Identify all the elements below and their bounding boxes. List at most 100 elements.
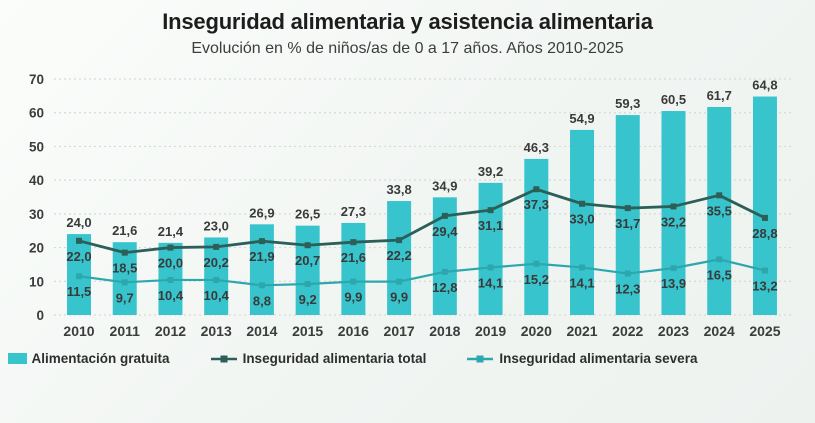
y-tick-label: 50 — [29, 139, 44, 154]
line-marker — [487, 207, 494, 214]
legend-line-marker-icon — [210, 355, 237, 362]
line-marker — [533, 260, 540, 267]
x-tick-label: 2012 — [155, 323, 186, 339]
bar — [661, 111, 686, 316]
legend-label: Inseguridad alimentaria severa — [499, 351, 698, 366]
line-marker — [761, 267, 768, 274]
y-tick-label: 10 — [29, 274, 44, 289]
bar-value-label: 60,5 — [661, 92, 686, 107]
line-marker — [624, 270, 631, 277]
x-tick-label: 2019 — [475, 323, 506, 339]
line-value-label: 9,9 — [344, 290, 362, 305]
bar-value-label: 27,3 — [341, 204, 366, 219]
line-value-label: 9,9 — [390, 290, 408, 305]
line-value-label: 12,3 — [615, 282, 640, 297]
line-value-label: 9,2 — [299, 292, 317, 307]
bar — [478, 182, 503, 315]
legend-label: Inseguridad alimentaria total — [242, 351, 427, 366]
x-tick-label: 2016 — [338, 323, 369, 339]
x-tick-label: 2025 — [749, 323, 780, 339]
x-tick-label: 2021 — [566, 323, 597, 339]
line-value-label: 33,0 — [569, 212, 594, 227]
x-tick-label: 2010 — [63, 323, 94, 339]
line-value-label: 18,5 — [112, 261, 137, 276]
legend-line-marker-icon — [467, 355, 494, 362]
x-tick-label: 2015 — [292, 323, 323, 339]
line-marker — [121, 279, 128, 286]
x-tick-label: 2017 — [384, 323, 415, 339]
line-value-label: 13,9 — [661, 276, 686, 291]
bar — [295, 225, 320, 315]
line-value-label: 10,4 — [204, 288, 230, 303]
bar-value-label: 59,3 — [615, 96, 640, 111]
x-tick-label: 2020 — [521, 323, 552, 339]
line-value-label: 9,7 — [116, 290, 134, 305]
bar — [341, 222, 366, 315]
x-tick-label: 2011 — [110, 323, 141, 339]
line-marker — [76, 273, 82, 280]
line-value-label: 37,3 — [524, 197, 549, 212]
legend-item-inseguridad-alimentaria-severa: Inseguridad alimentaria severa — [466, 351, 697, 366]
bar-value-label: 21,6 — [112, 223, 137, 238]
line-marker — [350, 278, 357, 285]
line-inseguridad-alimentaria-severa: 11,5 9,7 10,4 10,4 8,8 9,2 9,9 9,9 12,8 14,1 15,2 1… — [67, 256, 778, 308]
bar-value-label: 33,8 — [386, 182, 411, 197]
line-value-label: 14,1 — [478, 275, 503, 290]
line-marker — [350, 239, 357, 246]
line-marker — [579, 200, 586, 207]
bar — [249, 224, 274, 315]
line-value-label: 20,7 — [295, 253, 320, 268]
line-marker — [579, 264, 586, 271]
bar-value-label: 24,0 — [66, 215, 91, 230]
line-value-label: 15,2 — [524, 272, 549, 287]
x-tick-label: 2018 — [429, 323, 460, 339]
bar — [387, 201, 412, 315]
line-value-label: 35,5 — [707, 203, 732, 218]
line-value-label: 20,2 — [204, 255, 229, 270]
line-marker — [441, 268, 448, 275]
line-marker — [304, 242, 311, 249]
line-marker — [396, 278, 403, 285]
line-marker — [213, 243, 220, 250]
legend-swatch-icon — [7, 353, 27, 364]
y-tick-label: 20 — [29, 241, 44, 256]
line-value-label: 21,6 — [341, 250, 366, 265]
line-value-label: 28,8 — [752, 226, 777, 241]
x-tick-label: 2013 — [201, 323, 232, 339]
legend: Alimentación gratuita Inseguridad aliment… — [0, 351, 815, 366]
line-value-label: 21,9 — [249, 249, 274, 264]
line-marker — [76, 237, 82, 244]
line-value-label: 14,1 — [569, 275, 594, 290]
line-value-label: 13,2 — [752, 278, 777, 293]
line-marker — [213, 276, 220, 283]
bar — [570, 129, 595, 315]
chart-subtitle: Evolución en % de niños/as de 0 a 17 año… — [191, 40, 624, 57]
line-value-label: 12,8 — [432, 280, 457, 295]
line-inseguridad-alimentaria-total: 22,0 18,5 20,0 20,2 21,9 20,7 21,6 22,2 29,4 31,1… — [66, 186, 778, 276]
line-marker — [716, 192, 723, 199]
bar — [752, 96, 777, 315]
bar-value-label: 39,2 — [478, 164, 503, 179]
legend-label: Alimentación gratuita — [31, 351, 170, 366]
line-value-label: 8,8 — [253, 293, 271, 308]
line-marker — [304, 280, 311, 287]
bar-value-label: 64,8 — [752, 78, 777, 93]
bar — [524, 158, 549, 315]
line-value-label: 10,4 — [158, 288, 184, 303]
line-marker — [670, 265, 677, 272]
bar-value-labels: 24,0 21,6 21,4 23,0 26,9 26,5 27,3 33,8 34,9 39,2… — [66, 78, 777, 239]
line-marker — [761, 214, 768, 221]
x-tick-label: 2023 — [658, 323, 689, 339]
line-marker — [487, 264, 494, 271]
chart-title: Inseguridad alimentaria y asistencia ali… — [162, 9, 653, 34]
line-value-label: 16,5 — [707, 267, 732, 282]
line-marker — [396, 237, 403, 244]
line-marker — [533, 186, 540, 193]
x-tick-label: 2024 — [704, 323, 735, 339]
legend-item-alimentacion-gratuita: Alimentación gratuita — [7, 351, 170, 366]
line-value-label: 11,5 — [67, 284, 92, 299]
line-marker — [258, 282, 265, 289]
line-value-label: 32,2 — [661, 214, 686, 229]
line-marker — [258, 238, 265, 245]
